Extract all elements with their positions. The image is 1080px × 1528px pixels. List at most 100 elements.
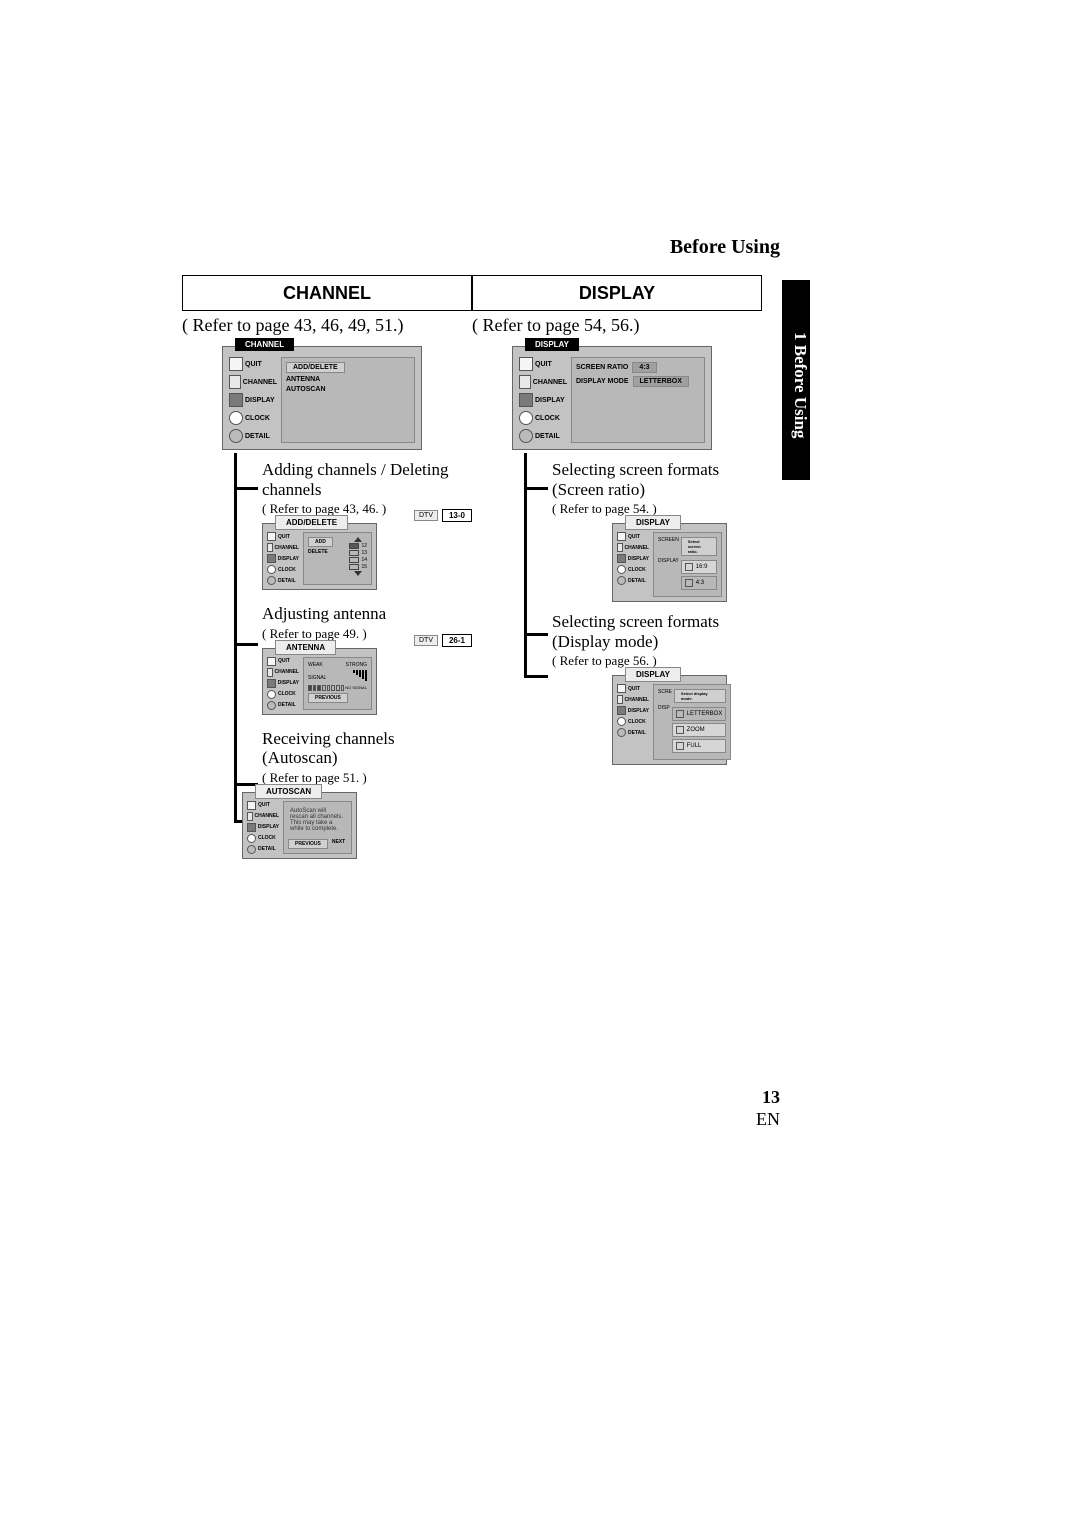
channel-list: 12 13 14 15 (349, 543, 367, 570)
menu-antenna[interactable]: ANTENNA (286, 376, 410, 383)
page-lang: EN (756, 1109, 780, 1130)
clock-label: CLOCK (245, 415, 270, 422)
door-icon (519, 357, 533, 371)
branch (524, 487, 548, 490)
channel-badge: DTV 13-0 (414, 509, 472, 522)
osd-title: AUTOSCAN (255, 784, 322, 799)
osd-title: DISPLAY (525, 338, 579, 351)
display-label: DISPLAY (245, 397, 275, 404)
channel-icon (229, 375, 241, 389)
zoom-icon (229, 429, 243, 443)
osd-sidebar: QUIT CHANNEL DISPLAY CLOCK DETAIL (267, 532, 299, 585)
channel-sub-3: Receiving channels (Autoscan) ( Refer to… (262, 729, 472, 786)
osd-title: CHANNEL (235, 338, 294, 351)
branch (524, 633, 548, 636)
menu-autoscan[interactable]: AUTOSCAN (286, 386, 410, 393)
osd-options: ADD/DELETE ANTENNA AUTOSCAN (281, 357, 415, 443)
osd-sidebar: QUIT CHANNEL DISPLAY CLOCK DETAIL (519, 357, 567, 443)
ratio-16-9[interactable]: 16:9 (681, 560, 717, 574)
display-item[interactable]: DISPLAY (519, 393, 567, 407)
osd-title: DISPLAY (625, 667, 681, 682)
display-main-osd: DISPLAY QUIT CHANNEL DISPLAY CLOCK DETAI… (512, 346, 762, 450)
osd-title: DISPLAY (625, 515, 681, 530)
clock-icon (229, 411, 243, 425)
osd-sidebar: QUIT CHANNEL DISPLAY CLOCK DETAIL (229, 357, 277, 443)
display-title: DISPLAY (472, 275, 762, 311)
channel-ref: ( Refer to page 43, 46, 49, 51.) (182, 315, 472, 336)
page-number: 13 (762, 1087, 780, 1108)
disp-sub2-osd: DISPLAY QUIT CHANNEL DISPLAY CLOCK DETAI… (612, 675, 762, 765)
mode-zoom[interactable]: ZOOM (672, 723, 727, 737)
quit-item[interactable]: QUIT (229, 357, 277, 371)
previous-button[interactable]: PREVIOUS (288, 839, 328, 849)
branch (524, 675, 548, 678)
branch (234, 487, 258, 490)
osd-options: SCREEN RATIO 4:3 DISPLAY MODE LETTERBOX (571, 357, 705, 443)
previous-button[interactable]: PREVIOUS (308, 693, 348, 703)
display-column: DISPLAY ( Refer to page 54, 56.) DISPLAY… (472, 275, 762, 765)
channel-label: CHANNEL (243, 379, 277, 386)
chapter-tab: 1 Before Using (782, 280, 810, 480)
add-delete-label: ADD/DELETE (286, 362, 345, 373)
display-sub-1: Selecting screen formats (Screen ratio) … (552, 460, 762, 517)
ratio-4-3[interactable]: 4:3 (681, 576, 717, 590)
osd-sidebar: QUIT CHANNEL DISPLAY CLOCK DETAIL (247, 801, 279, 854)
delete-button[interactable]: DELETE (308, 549, 333, 555)
signal-bar-icon (353, 670, 367, 681)
page: Before Using 1 Before Using CHANNEL ( Re… (0, 0, 1080, 1528)
display-icon (519, 393, 533, 407)
channel-tree (234, 453, 237, 823)
branch (234, 643, 258, 646)
tag: DTV (414, 510, 438, 521)
detail-label: DETAIL (245, 433, 270, 440)
sub2-title: Adjusting antenna (262, 604, 472, 624)
add-button[interactable]: ADD (308, 537, 333, 547)
channel-column: CHANNEL ( Refer to page 43, 46, 49, 51.)… (182, 275, 472, 859)
channel-title: CHANNEL (182, 275, 472, 311)
display-sub-2: Selecting screen formats (Display mode) … (552, 612, 762, 669)
value: 13-0 (442, 509, 472, 522)
display-mode-row[interactable]: DISPLAY MODE LETTERBOX (576, 376, 700, 387)
quit-label: QUIT (245, 361, 262, 368)
mode-full[interactable]: FULL (672, 739, 727, 753)
clock-icon (519, 411, 533, 425)
down-arrow-icon[interactable] (354, 571, 362, 576)
osd-sidebar: QUIT CHANNEL DISPLAY CLOCK DETAIL (617, 532, 649, 597)
sub3-osd: AUTOSCAN QUIT CHANNEL DISPLAY CLOCK DETA… (242, 792, 472, 859)
quit-item[interactable]: QUIT (519, 357, 567, 371)
sub2-osd: DTV26-1 ANTENNA QUIT CHANNEL DISPLAY CLO… (262, 648, 472, 715)
disp-sub1-title: Selecting screen formats (Screen ratio) (552, 460, 762, 499)
osd-sidebar: QUIT CHANNEL DISPLAY CLOCK DETAIL (267, 657, 299, 710)
zoom-icon (519, 429, 533, 443)
disp-sub2-title: Selecting screen formats (Display mode) (552, 612, 762, 651)
sub3-title: Receiving channels (Autoscan) (262, 729, 472, 768)
antenna-label: ANTENNA (286, 376, 320, 383)
sub1-title: Adding channels / Deleting channels (262, 460, 472, 499)
display-icon (229, 393, 243, 407)
disp-sub1-osd: DISPLAY QUIT CHANNEL DISPLAY CLOCK DETAI… (612, 523, 762, 602)
channel-icon (519, 375, 531, 389)
display-ref: ( Refer to page 54, 56.) (472, 315, 762, 336)
channel-item[interactable]: CHANNEL (519, 375, 567, 389)
autoscan-label: AUTOSCAN (286, 386, 326, 393)
mode-letterbox[interactable]: LETTERBOX (672, 707, 727, 721)
clock-item[interactable]: CLOCK (229, 411, 277, 425)
channel-badge: DTV26-1 (414, 634, 472, 647)
autoscan-note: AutoScan will rescan all channels. This … (288, 806, 347, 834)
sub1-osd: DTV13-0 ADD/DELETE QUIT CHANNEL DISPLAY … (262, 523, 472, 590)
signal-strip: NO SIGNAL (308, 685, 367, 691)
up-arrow-icon[interactable] (354, 537, 362, 542)
menu-add-delete[interactable]: ADD/DELETE (286, 362, 410, 373)
detail-item[interactable]: DETAIL (519, 429, 567, 443)
channel-item[interactable]: CHANNEL (229, 375, 277, 389)
osd-sidebar: QUIT CHANNEL DISPLAY CLOCK DETAIL (617, 684, 649, 760)
next-button[interactable]: NEXT (332, 839, 345, 849)
clock-item[interactable]: CLOCK (519, 411, 567, 425)
channel-main-osd: CHANNEL QUIT CHANNEL DISPLAY CLOCK DETAI… (222, 346, 472, 450)
display-item[interactable]: DISPLAY (229, 393, 277, 407)
screen-ratio-row[interactable]: SCREEN RATIO 4:3 (576, 362, 700, 373)
section-header: Before Using (670, 236, 780, 259)
osd-title: ANTENNA (275, 640, 336, 655)
osd-title: ADD/DELETE (275, 515, 348, 530)
detail-item[interactable]: DETAIL (229, 429, 277, 443)
